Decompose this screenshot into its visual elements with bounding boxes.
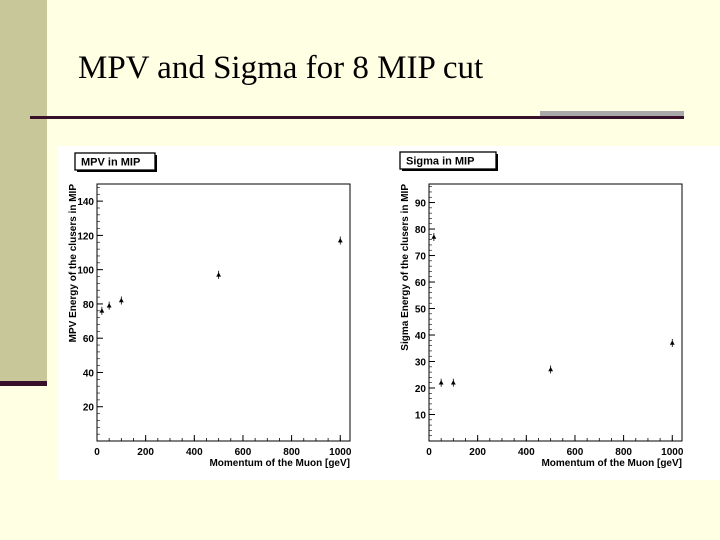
x-tick-label: 800 [615, 447, 632, 458]
data-point-marker [431, 234, 437, 239]
y-tick-label: 140 [77, 197, 94, 208]
x-tick-label: 200 [137, 447, 154, 458]
y-tick-label: 60 [415, 278, 427, 289]
x-tick-label: 800 [283, 447, 300, 458]
y-tick-label: 120 [77, 231, 94, 242]
x-tick-label: 600 [567, 447, 584, 458]
x-tick-label: 0 [426, 447, 432, 458]
plot-frame [96, 183, 351, 442]
chart-2: 0 200 400 600 800 1000 10 20 30 40 50 60 70 80 90 Momen… [399, 151, 684, 469]
title-rule-accent [540, 111, 684, 119]
x-axis-label: Momentum of the Muon [geV] [541, 458, 682, 469]
panel-title-box [74, 152, 156, 171]
data-point [216, 270, 222, 279]
x-tick-label: 400 [186, 447, 203, 458]
y-tick-label: 90 [415, 199, 427, 210]
data-point [99, 306, 105, 315]
y-tick-label: 20 [415, 384, 427, 395]
y-tick-label: 80 [415, 225, 427, 236]
x-tick-label: 1000 [329, 447, 352, 458]
data-point-marker [450, 380, 456, 385]
y-tick-label: 70 [415, 252, 427, 263]
y-tick-label: 60 [83, 334, 95, 345]
panel-title: MPV in MIP [81, 157, 140, 169]
panel-title-box [399, 151, 497, 170]
title-rule-accent-line [540, 116, 684, 119]
y-tick-label: 40 [83, 368, 95, 379]
data-point [118, 296, 124, 305]
y-tick-label: 50 [415, 305, 427, 316]
data-point [669, 338, 675, 347]
left-accent-bar-base [0, 381, 47, 386]
y-tick-label: 10 [415, 411, 427, 422]
y-tick-label: 100 [77, 266, 94, 277]
x-tick-label: 400 [518, 447, 535, 458]
left-accent-bar [0, 0, 47, 386]
data-point [548, 365, 554, 374]
data-point [431, 232, 437, 241]
plot-frame [428, 183, 683, 442]
data-point [106, 301, 112, 310]
x-tick-label: 1000 [661, 447, 684, 458]
y-tick-label: 80 [83, 300, 95, 311]
chart-1: 0 200 400 600 800 1000 20 40 60 80 100 120 140 Moment… [68, 152, 352, 469]
data-point-marker [669, 340, 675, 345]
data-point-marker [337, 237, 343, 243]
slide-title: MPV and Sigma for 8 MIP cut [78, 50, 484, 86]
data-point [438, 378, 444, 387]
y-axis-label: Sigma Energy of the clusers in MIP [400, 184, 411, 351]
data-point [337, 236, 343, 245]
y-axis-label: MPV Energy of the clusers in MIP [68, 184, 79, 343]
y-tick-label: 30 [415, 358, 427, 369]
data-point-marker [216, 272, 222, 277]
y-tick-label: 40 [415, 331, 427, 342]
y-tick-label: 20 [83, 403, 95, 414]
panel-title: Sigma in MIP [406, 156, 474, 168]
x-tick-label: 0 [94, 447, 100, 458]
data-point-marker [106, 303, 112, 308]
x-axis-label: Momentum of the Muon [geV] [209, 458, 350, 469]
data-point-marker [548, 366, 554, 372]
data-point-marker [118, 297, 124, 303]
data-point-marker [438, 380, 444, 385]
data-point [450, 378, 456, 387]
title-rule [30, 116, 540, 119]
x-tick-label: 200 [469, 447, 486, 458]
x-tick-label: 600 [235, 447, 252, 458]
data-point-marker [99, 308, 105, 313]
